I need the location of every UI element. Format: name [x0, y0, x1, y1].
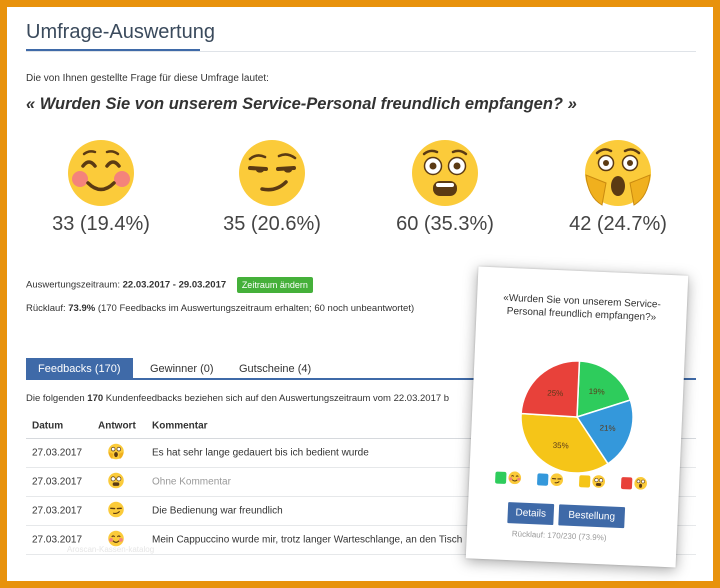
pie-slice [520, 412, 609, 474]
smirking-emoji-icon [550, 473, 564, 486]
return-value: 73.9% [68, 303, 96, 314]
feedback-table: Datum Antwort Kommentar 27.03.2017 Es ha… [26, 413, 696, 555]
table-row[interactable]: 27.03.2017 Mein Cappuccino wurde mir, tr… [26, 526, 696, 555]
pie-slice [520, 360, 581, 418]
legend-swatch [578, 474, 591, 488]
smirking-emoji-icon [239, 140, 305, 206]
legend-swatch [495, 470, 507, 484]
row-date: 27.03.2017 [32, 505, 83, 517]
details-button[interactable]: Details [507, 502, 555, 526]
header-date: Datum [32, 420, 64, 431]
tab-bar: Feedbacks (170) Gewinner (0) Gutscheine … [26, 358, 696, 380]
order-button[interactable]: Bestellung [558, 504, 626, 529]
change-period-button[interactable]: Zeitraum ändern [236, 277, 313, 293]
pie-slice [575, 399, 634, 465]
summary-suffix: Kundenfeedbacks beziehen sich auf den Au… [105, 393, 450, 404]
return-detail: (170 Feedbacks im Auswertungszeitraum er… [97, 303, 415, 314]
table-header: Datum Antwort Kommentar [26, 413, 696, 439]
widget-question: «Wurden Sie von unserem Service-Personal… [503, 292, 662, 324]
chart-legend [487, 470, 668, 498]
legend-item-grimace [578, 474, 606, 488]
smiling-blushing-emoji-icon [68, 140, 134, 206]
legend-swatch [537, 472, 549, 486]
watermark: Aroscan-Kassen-katalog [67, 545, 155, 554]
table-row[interactable]: 27.03.2017 Ohne Kommentar [26, 468, 696, 497]
feedback-summary: Die folgenden 170 Kundenfeedbacks bezieh… [26, 393, 449, 404]
question-text: « Wurden Sie von unserem Service-Persona… [26, 95, 577, 113]
row-comment: Mein Cappuccino wurde mir, trotz langer … [152, 534, 463, 546]
summary-count: 170 [87, 393, 104, 404]
row-date: 27.03.2017 [32, 476, 83, 488]
table-row[interactable]: 27.03.2017 Die Bedienung war freundlich [26, 497, 696, 526]
row-date: 27.03.2017 [32, 447, 83, 459]
title-underline [26, 49, 200, 51]
legend-item-smile [495, 470, 522, 485]
pie-slice-label: 19% [589, 387, 605, 397]
row-comment: Die Bedienung war freundlich [152, 505, 283, 517]
question-intro: Die von Ihnen gestellte Frage für diese … [26, 73, 269, 84]
row-comment: Ohne Kommentar [152, 476, 231, 488]
screaming-emoji-icon [585, 140, 651, 206]
pie-slice-label: 35% [553, 441, 569, 451]
period-value: 22.03.2017 - 29.03.2017 [122, 279, 227, 291]
legend-swatch [620, 476, 633, 489]
pie-chart: 19% 21% 35% 25% [520, 360, 634, 474]
rating-smirk: 35 (20.6%) [197, 139, 347, 236]
rating-stat: 33 (19.4%) [52, 213, 150, 235]
pie-slice [576, 360, 632, 419]
smiling-blushing-emoji-icon [508, 471, 522, 485]
rating-stat: 42 (24.7%) [569, 213, 667, 235]
row-comment: Es hat sehr lange gedauert bis ich bedie… [152, 447, 369, 459]
pie-slice-label: 21% [599, 423, 615, 433]
grimacing-surprised-emoji-icon [108, 472, 124, 492]
smiling-blushing-emoji-icon [108, 530, 124, 550]
title-divider [26, 51, 696, 52]
return-rate: Rücklauf: 73.9% (170 Feedbacks im Auswer… [26, 303, 414, 314]
rating-smile: 33 (19.4%) [26, 139, 176, 236]
smirking-emoji-icon [108, 501, 124, 521]
summary-prefix: Die folgenden [26, 393, 85, 404]
grimacing-surprised-emoji-icon [412, 140, 478, 206]
rating-stat: 60 (35.3%) [396, 213, 494, 235]
table-row[interactable]: 27.03.2017 Es hat sehr lange gedauert bi… [26, 439, 696, 468]
rating-scream: 42 (24.7%) [543, 139, 693, 236]
screaming-emoji-icon [108, 443, 124, 463]
rating-stat: 35 (20.6%) [223, 213, 321, 235]
header-comment: Kommentar [152, 420, 208, 431]
rating-grimace: 60 (35.3%) [370, 139, 520, 236]
page-title: Umfrage-Auswertung [26, 21, 215, 43]
return-label: Rücklauf: [26, 303, 66, 314]
grimacing-surprised-emoji-icon [592, 475, 606, 488]
pie-slice-label: 25% [547, 389, 563, 399]
legend-item-scream [620, 476, 648, 490]
evaluation-period: Auswertungszeitraum: 22.03.2017 - 29.03.… [26, 277, 313, 293]
widget-return-rate: Rücklauf: 170/230 (73.9%) [511, 529, 607, 543]
tab-feedbacks[interactable]: Feedbacks (170) [26, 358, 133, 380]
row-date: 27.03.2017 [32, 534, 83, 546]
screaming-emoji-icon [634, 477, 647, 490]
period-label: Auswertungszeitraum: [26, 279, 120, 291]
survey-widget-card: «Wurden Sie von unserem Service-Personal… [465, 266, 689, 568]
legend-item-smirk [537, 472, 564, 486]
header-answer: Antwort [98, 420, 136, 431]
tab-vouchers[interactable]: Gutscheine (4) [239, 363, 312, 375]
tab-winners[interactable]: Gewinner (0) [150, 363, 214, 375]
